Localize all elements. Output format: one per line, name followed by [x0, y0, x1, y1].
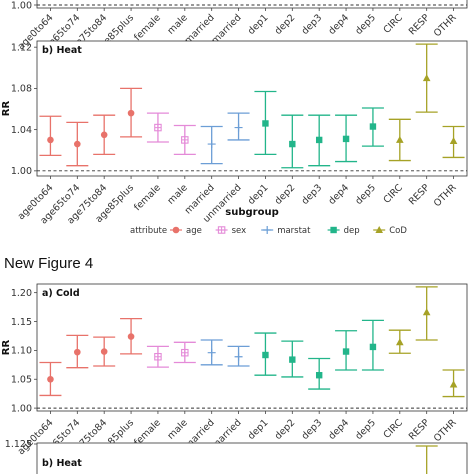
legend-label-CoD: CoD	[389, 226, 407, 236]
cold-point-dep5	[369, 343, 377, 351]
heat-point-age85plus	[127, 109, 135, 117]
legend-label-dep: dep	[344, 226, 360, 236]
cold-point-age65to74	[74, 348, 81, 356]
legend-key-marstat	[263, 226, 272, 234]
figure-heading: New Figure 4	[4, 255, 93, 272]
cold-plot-area	[36, 283, 468, 412]
legend-key-dep	[330, 226, 337, 234]
legend-title: attribute	[130, 226, 167, 236]
heat-xtick-label: dep5	[353, 182, 378, 207]
heat-point-female-cross	[154, 124, 162, 131]
heat2-errorbar-RESP	[415, 445, 438, 474]
top-xtick-label: male	[165, 12, 190, 37]
cold-ytick-label: 1.20	[11, 288, 32, 299]
heat-xtick-label: male	[165, 182, 190, 207]
cold-xtick-label: RESP	[407, 417, 432, 442]
heat-point-dep1	[262, 120, 269, 127]
cold-ytick-label: 1.15	[11, 317, 32, 328]
top-xtick-label: dep1	[246, 12, 271, 37]
heat2-ytick-label: 1.125	[5, 439, 32, 450]
heat-point-age0to64	[47, 136, 54, 144]
top-xtick-label: OTHR	[432, 12, 459, 39]
cold-point-female-cross	[154, 353, 162, 360]
heat-panel-title: b) Heat	[42, 45, 82, 56]
heat2-panel-title: b) Heat	[42, 458, 82, 469]
heat-point-dep5	[369, 123, 377, 130]
heat-xtick-label: dep1	[246, 182, 271, 207]
heat-xlabel: subgroup	[225, 207, 278, 218]
cold-xtick-label: CIRC	[381, 417, 405, 441]
legend-key-age	[172, 226, 180, 234]
cold-point-age75to84	[100, 348, 108, 355]
legend-key-sex-cross	[218, 226, 225, 234]
cold-point-age0to64	[47, 375, 54, 383]
heat-ytick-label: 1.00	[11, 166, 32, 177]
heat-xtick-label: dep4	[326, 182, 351, 207]
heat-point-unmarried	[234, 123, 243, 132]
heat-point-age65to74	[74, 140, 81, 148]
heat-xtick-label: RESP	[407, 182, 432, 207]
cold-xtick-label: OTHR	[432, 417, 459, 444]
cold-point-dep2	[289, 356, 296, 363]
cold-point-OTHR	[449, 380, 458, 388]
cold-xtick-label: dep4	[326, 417, 351, 442]
heat-plot-area	[36, 40, 468, 177]
top-xtick-label: dep5	[353, 12, 378, 37]
cold-point-RESP	[422, 308, 431, 316]
heat2-plot-area	[36, 442, 468, 474]
cold-ytick-label: 1.05	[11, 375, 32, 386]
top-xtick-label: CIRC	[381, 12, 405, 36]
top-xtick-label: dep4	[326, 12, 351, 37]
cold-point-dep1	[262, 351, 269, 359]
heat-ylabel: RR	[1, 101, 12, 117]
heat-point-RESP	[422, 74, 431, 82]
heat-xtick-label: dep2	[273, 182, 298, 207]
heat-errorbar-age0to64	[39, 115, 62, 157]
heat-point-married	[207, 140, 216, 149]
cold-point-dep3	[315, 372, 323, 379]
top-xtick-label: dep3	[300, 12, 325, 37]
cold-ylabel: RR	[1, 340, 12, 356]
heat-xtick-label: female	[132, 182, 163, 213]
cold-xtick-label: dep5	[353, 417, 378, 442]
cold-point-CIRC	[396, 338, 404, 346]
cold-point-married	[207, 348, 216, 357]
heat-point-dep3	[315, 136, 323, 144]
top-xtick-label: female	[132, 12, 163, 43]
cold-panel-title: a) Cold	[42, 288, 80, 299]
cold-point-dep4	[342, 348, 350, 355]
heat-point-age75to84	[100, 131, 108, 139]
top-xtick-label: RESP	[407, 12, 432, 37]
cold-point-unmarried	[234, 352, 243, 361]
heat-point-OTHR	[449, 136, 458, 144]
heat-ytick-label: 1.04	[11, 125, 32, 136]
legend-label-sex: sex	[232, 226, 247, 236]
cold-ytick-label: 1.00	[11, 403, 32, 414]
heat-ytick-label: 1.08	[11, 84, 32, 95]
legend-label-age: age	[186, 226, 202, 236]
heat-xtick-label: OTHR	[432, 182, 459, 209]
heat-xtick-label: CIRC	[381, 182, 405, 206]
legend-label-marstat: marstat	[277, 226, 311, 236]
heat-xtick-label: dep3	[300, 182, 325, 207]
heat-ytick-label: 1.12	[11, 42, 32, 53]
cold-xtick-label: dep3	[300, 417, 325, 442]
heat-point-male-cross	[181, 136, 189, 144]
heat-point-dep4	[342, 135, 350, 143]
top-plot-area	[36, 0, 468, 9]
cold-point-male-cross	[181, 349, 189, 356]
top-ytick-label: 1.00	[11, 0, 32, 11]
heat-point-CIRC	[396, 135, 404, 143]
cold-ytick-label: 1.10	[11, 346, 32, 357]
cold-point-age85plus	[127, 333, 135, 340]
cold-xtick-label: male	[165, 417, 190, 442]
heat-point-dep2	[289, 140, 296, 148]
cold-xtick-label: dep1	[246, 417, 271, 442]
top-xtick-label: dep2	[273, 12, 298, 37]
cold-xtick-label: dep2	[273, 417, 298, 442]
legend-key-CoD	[375, 226, 383, 233]
